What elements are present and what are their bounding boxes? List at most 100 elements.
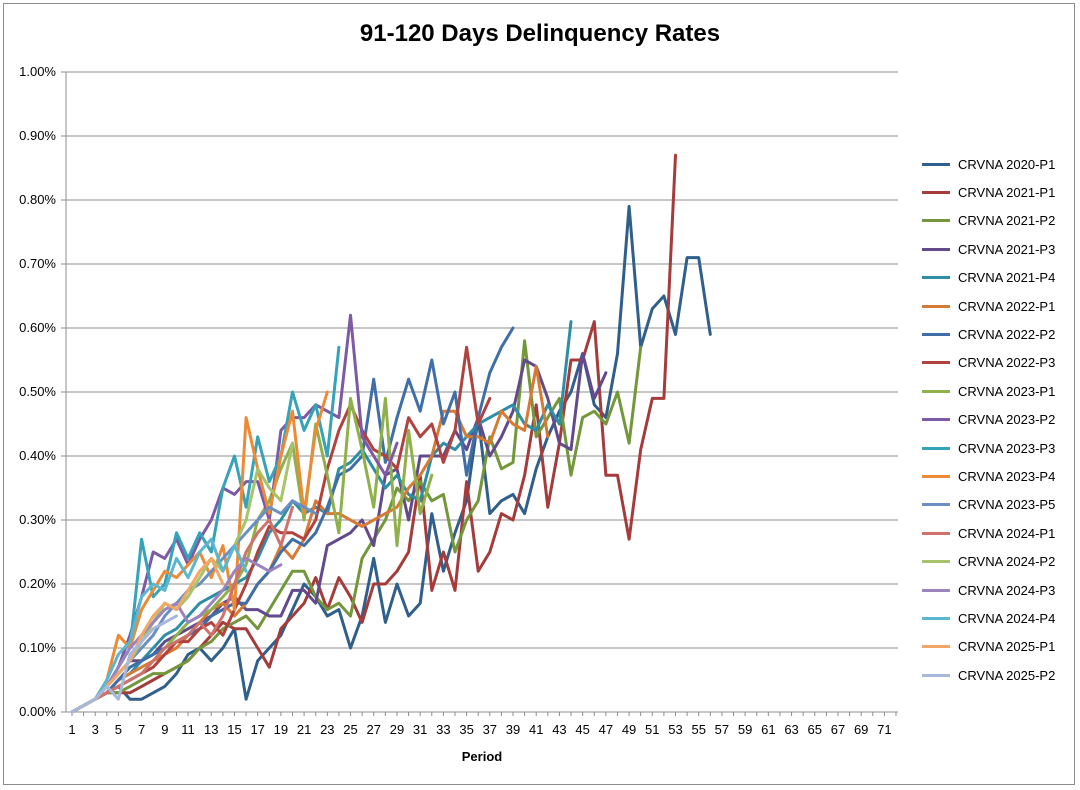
legend-label: CRVNA 2021-P2 — [958, 213, 1056, 229]
legend-label: CRVNA 2021-P3 — [958, 241, 1056, 257]
legend-swatch — [922, 276, 950, 280]
legend-item: CRVNA 2025-P2 — [922, 661, 1072, 689]
legend-item: CRVNA 2021-P2 — [922, 207, 1072, 235]
legend: CRVNA 2020-P1 CRVNA 2021-P1 CRVNA 2021-P2 C… — [922, 150, 1072, 689]
series-line-crvna-2022-p2 — [70, 326, 515, 714]
x-tick-label: 63 — [784, 722, 798, 737]
legend-swatch — [922, 219, 950, 223]
legend-label: CRVNA 2022-P3 — [958, 355, 1056, 371]
legend-label: CRVNA 2022-P1 — [958, 298, 1056, 314]
legend-item: CRVNA 2023-P3 — [922, 434, 1072, 462]
x-tick-label: 51 — [645, 722, 659, 737]
legend-swatch — [922, 418, 950, 422]
x-tick-label: 17 — [250, 722, 264, 737]
legend-item: CRVNA 2022-P2 — [922, 320, 1072, 348]
legend-label: CRVNA 2023-P2 — [958, 412, 1056, 428]
x-tick-label: 25 — [343, 722, 357, 737]
series-line-crvna-2025-p2 — [70, 614, 178, 714]
legend-label: CRVNA 2022-P2 — [958, 327, 1056, 343]
legend-label: CRVNA 2024-P3 — [958, 582, 1056, 598]
x-tick-label: 45 — [575, 722, 589, 737]
legend-swatch — [922, 645, 950, 649]
legend-label: CRVNA 2024-P1 — [958, 525, 1056, 541]
legend-swatch — [922, 531, 950, 535]
x-tick-label: 27 — [367, 722, 381, 737]
axes — [65, 72, 898, 716]
x-tick-label: 41 — [529, 722, 543, 737]
legend-item: CRVNA 2021-P3 — [922, 235, 1072, 263]
legend-item: CRVNA 2023-P2 — [922, 406, 1072, 434]
x-tick-label: 55 — [691, 722, 705, 737]
x-tick-label: 61 — [761, 722, 775, 737]
x-tick-label: 19 — [274, 722, 288, 737]
x-tick-label: 71 — [877, 722, 891, 737]
y-tick-label: 0.00% — [19, 704, 56, 719]
y-tick-label: 0.90% — [19, 128, 56, 143]
legend-item: CRVNA 2025-P1 — [922, 633, 1072, 661]
x-tick-label: 57 — [715, 722, 729, 737]
legend-swatch — [922, 333, 950, 337]
y-tick-label: 0.50% — [19, 384, 56, 399]
legend-label: CRVNA 2025-P2 — [958, 667, 1056, 683]
legend-label: CRVNA 2023-P5 — [958, 497, 1056, 513]
legend-label: CRVNA 2021-P4 — [958, 270, 1056, 286]
x-tick-label: 49 — [622, 722, 636, 737]
legend-item: CRVNA 2024-P1 — [922, 519, 1072, 547]
legend-label: CRVNA 2025-P1 — [958, 639, 1056, 655]
x-tick-label: 53 — [668, 722, 682, 737]
x-tick-label: 39 — [506, 722, 520, 737]
chart-frame — [3, 3, 1075, 785]
x-tick-label: 59 — [738, 722, 752, 737]
x-tick-label: 37 — [483, 722, 497, 737]
legend-item: CRVNA 2021-P1 — [922, 178, 1072, 206]
legend-swatch — [922, 474, 950, 478]
y-tick-label: 0.70% — [19, 256, 56, 271]
legend-swatch — [922, 361, 950, 365]
legend-item: CRVNA 2023-P1 — [922, 377, 1072, 405]
y-axis-tick-labels: 0.00% 0.10% 0.20% 0.30% 0.40% 0.50% 0.60% 0.70%… — [19, 64, 56, 719]
x-tick-label: 43 — [552, 722, 566, 737]
series-lines — [70, 153, 712, 714]
series-line-crvna-2024-p1 — [70, 505, 294, 714]
legend-label: CRVNA 2023-P1 — [958, 383, 1056, 399]
x-tick-label: 29 — [390, 722, 404, 737]
legend-item: CRVNA 2024-P3 — [922, 576, 1072, 604]
legend-item: CRVNA 2024-P2 — [922, 547, 1072, 575]
x-tick-label: 65 — [808, 722, 822, 737]
chart-title: 91-120 Days Delinquency Rates — [359, 20, 721, 47]
x-tick-label: 11 — [181, 722, 195, 737]
x-tick-label: 1 — [68, 722, 75, 737]
legend-label: CRVNA 2024-P2 — [958, 554, 1056, 570]
x-tick-label: 33 — [436, 722, 450, 737]
x-tick-label: 31 — [413, 722, 427, 737]
x-tick-label: 21 — [297, 722, 311, 737]
legend-swatch — [922, 304, 950, 308]
legend-item: CRVNA 2023-P4 — [922, 462, 1072, 490]
legend-swatch — [922, 616, 950, 620]
legend-swatch — [922, 560, 950, 564]
legend-label: CRVNA 2023-P3 — [958, 440, 1056, 456]
x-tick-label: 15 — [227, 722, 241, 737]
x-axis-title: Period — [462, 749, 503, 764]
series-line-crvna-2021-p1 — [70, 153, 677, 714]
legend-item: CRVNA 2020-P1 — [922, 150, 1072, 178]
x-tick-label: 7 — [138, 722, 145, 737]
x-tick-label: 13 — [204, 722, 218, 737]
x-tick-label: 67 — [831, 722, 845, 737]
legend-item: CRVNA 2021-P4 — [922, 264, 1072, 292]
x-tick-label: 35 — [459, 722, 473, 737]
y-tick-label: 0.40% — [19, 448, 56, 463]
legend-swatch — [922, 162, 950, 166]
legend-label: CRVNA 2020-P1 — [958, 156, 1056, 172]
legend-item: CRVNA 2023-P5 — [922, 491, 1072, 519]
series-line-crvna-2020-p1 — [70, 204, 712, 714]
y-tick-label: 0.30% — [19, 512, 56, 527]
legend-item: CRVNA 2022-P3 — [922, 349, 1072, 377]
x-axis-tick-labels: 1 3 5 7 9 11 13 15 17 19 21 23 25 27 29 31 33 35 37 39 41 43 4… — [68, 722, 891, 737]
legend-swatch — [922, 673, 950, 677]
series-line-crvna-2021-p3 — [70, 352, 608, 714]
legend-label: CRVNA 2021-P1 — [958, 185, 1056, 201]
legend-label: CRVNA 2024-P4 — [958, 610, 1056, 626]
legend-item: CRVNA 2024-P4 — [922, 604, 1072, 632]
